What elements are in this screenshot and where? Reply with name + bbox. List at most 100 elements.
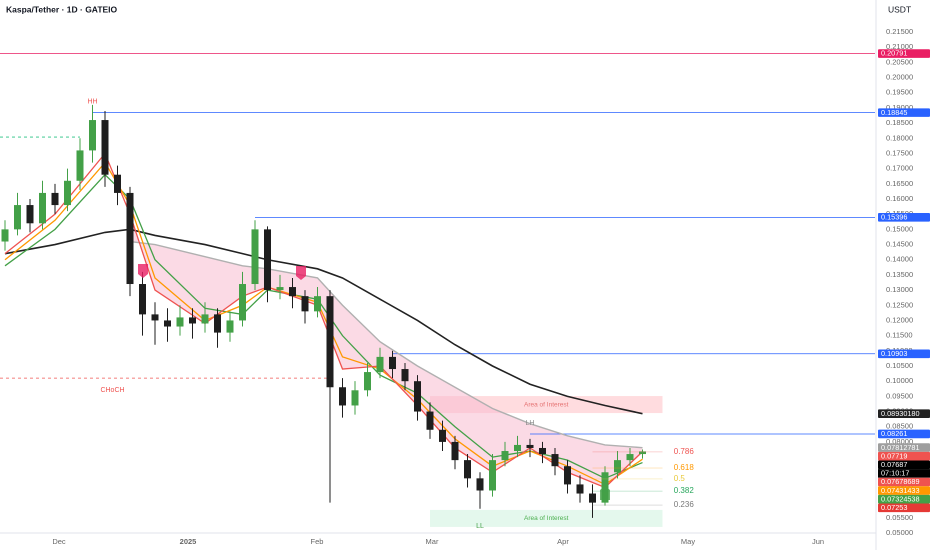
y-tick-label: 0.09500 — [886, 391, 913, 400]
candle-body — [251, 229, 259, 285]
candle-body — [389, 356, 396, 370]
y-tick-label: 0.08000 — [886, 437, 913, 446]
sell-flag — [138, 264, 148, 278]
price-badge-label: 0.20791 — [881, 49, 907, 58]
candle-body — [264, 229, 271, 291]
candle-body — [114, 174, 121, 193]
price-badge-label: 0.07431433 — [881, 486, 920, 495]
price-badge — [878, 429, 930, 439]
x-tick-label: Feb — [311, 537, 324, 546]
fib-label: 0.236 — [674, 500, 695, 509]
price-badge — [878, 409, 930, 418]
y-tick-label: 0.13000 — [886, 285, 913, 294]
price-badge-label: 0.08261 — [881, 429, 907, 438]
candle-body — [339, 387, 346, 406]
sell-flag — [296, 266, 306, 280]
moving-average — [129, 240, 643, 449]
candle-body — [64, 180, 71, 206]
y-tick-label: 0.12000 — [886, 315, 913, 324]
y-tick-label: 0.05500 — [886, 513, 913, 522]
y-tick-label: 0.14000 — [886, 255, 913, 264]
candle-body — [614, 460, 621, 473]
candle-body — [214, 314, 221, 333]
y-tick-label: 0.18500 — [886, 118, 913, 127]
candle-body — [626, 454, 634, 461]
fib-label: 0.382 — [674, 486, 695, 495]
axes: 0.050000.055000.060000.065000.070000.075… — [52, 27, 930, 546]
zone-label: Area of Interest — [524, 401, 569, 408]
annotation: LH — [526, 420, 535, 427]
candle-body — [476, 478, 484, 491]
candle-body — [151, 314, 159, 321]
price-badge-label: 0.07687 — [881, 460, 907, 469]
price-badge — [878, 349, 930, 359]
moving-average — [4, 228, 643, 415]
price-badge-label: 0.10903 — [881, 349, 907, 358]
candle-body — [1, 229, 9, 242]
buy-flag — [600, 486, 610, 500]
candle-body — [101, 120, 109, 175]
y-tick-label: 0.17500 — [886, 148, 913, 157]
y-tick-label: 0.08500 — [886, 422, 913, 431]
candle-body — [239, 284, 246, 321]
y-tick-label: 0.20000 — [886, 73, 913, 82]
candle-body — [326, 296, 334, 388]
chart-title: Kaspa/Tether · 1D · GATEIO — [6, 4, 118, 14]
candle-body — [639, 451, 646, 455]
candle-body — [201, 314, 209, 324]
x-tick-label: May — [681, 537, 695, 546]
plot: Area of Interest Area of Interest 0.786 0.6… — [0, 53, 875, 530]
candle-body — [439, 429, 446, 442]
price-badge-label: 0.07678689 — [881, 477, 920, 486]
candle-body — [164, 320, 171, 327]
candle-body — [176, 317, 184, 327]
price-badge-label: 0.07812781 — [881, 443, 920, 452]
candle-body — [226, 320, 234, 333]
y-tick-label: 0.18000 — [886, 133, 913, 142]
candle-body — [14, 205, 21, 230]
y-tick-label: 0.12500 — [886, 300, 913, 309]
fib-label: 0.618 — [674, 463, 695, 472]
price-badge — [878, 477, 930, 487]
candle-body — [276, 287, 284, 291]
price-badge — [878, 213, 930, 222]
candle-body — [564, 466, 571, 485]
candle-body — [589, 493, 596, 503]
y-tick-label: 0.11500 — [886, 331, 913, 340]
candle-body — [301, 296, 309, 312]
candle-body — [351, 390, 359, 406]
candle-body — [526, 444, 534, 448]
timer-badge — [878, 469, 930, 478]
price-badge-label: 0.18845 — [881, 108, 907, 117]
price-badge — [878, 443, 930, 452]
annotation: HH — [87, 99, 97, 106]
candle-body — [514, 444, 521, 452]
candle-body — [51, 192, 59, 206]
candle-body — [489, 460, 496, 491]
candle-body — [401, 369, 409, 382]
candle-body — [364, 372, 371, 391]
y-tick-label: 0.10500 — [886, 361, 913, 370]
candle-body — [76, 150, 84, 181]
y-tick-label: 0.20500 — [886, 57, 913, 66]
candle-body — [39, 192, 46, 224]
candle-body — [376, 356, 384, 373]
candle-body — [126, 192, 134, 285]
price-badge — [878, 460, 930, 470]
candle-body — [551, 454, 559, 467]
x-tick-label: Mar — [426, 537, 439, 546]
candle-body — [426, 411, 434, 430]
candle-body — [501, 451, 509, 461]
price-badge-label: 0.07253 — [881, 503, 907, 512]
y-tick-label: 0.05000 — [886, 528, 913, 537]
candle-body — [26, 205, 34, 224]
candle-body — [289, 287, 296, 297]
fib-label: 0.5 — [674, 474, 686, 483]
candle-body — [539, 447, 546, 455]
x-tick-label: 2025 — [180, 537, 197, 546]
price-badge-label: 0.07719 — [881, 451, 907, 460]
price-badge-label: 0.08930180 — [881, 409, 920, 418]
candle-body — [89, 120, 96, 151]
y-tick-label: 0.21500 — [886, 27, 913, 36]
